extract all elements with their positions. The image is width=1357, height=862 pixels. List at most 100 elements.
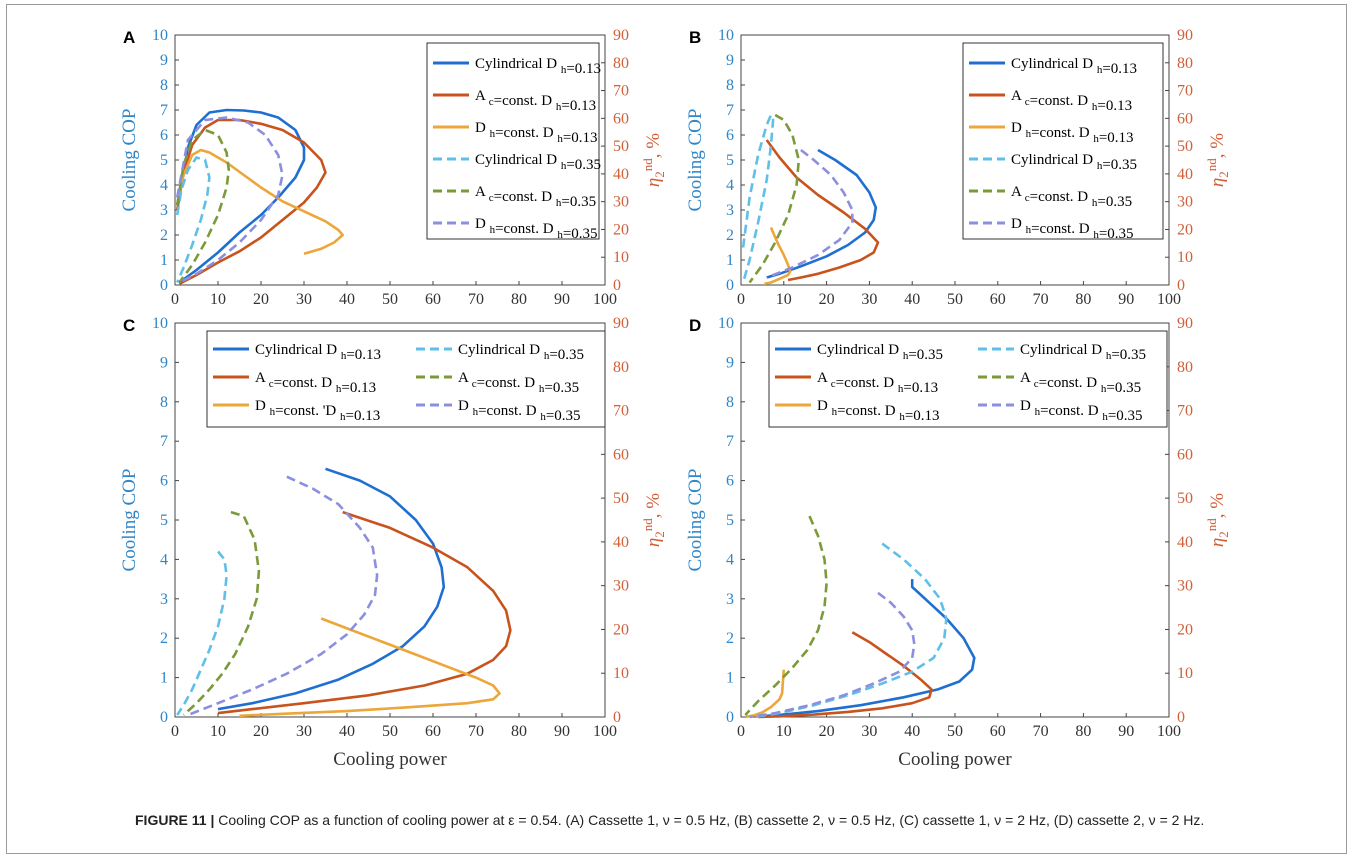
y2-tick-label: 40 [613, 166, 629, 183]
series-line-lightblue-dashed [175, 156, 211, 284]
y-tick-label: 4 [726, 177, 734, 194]
series-line-orange-solid [177, 148, 345, 256]
y-tick-label: 9 [726, 52, 734, 69]
y-tick-label: 5 [160, 152, 168, 169]
x-tick-label: 80 [1075, 723, 1091, 740]
x-tick-label: 0 [171, 723, 179, 740]
legend-label: Cylindrical D h=0.13 [475, 56, 601, 77]
series-line-red-solid [175, 118, 327, 285]
y2-tick-label: 30 [613, 578, 629, 595]
series-line-orange-solid [239, 617, 501, 718]
y2-tick-label: 40 [1177, 166, 1193, 183]
series-line-purple-dashed [749, 591, 916, 719]
y-tick-label: 0 [726, 277, 734, 294]
y-tick-label: 1 [160, 252, 168, 269]
y-tick-label: 3 [726, 202, 734, 219]
series-line-green-dashed [744, 515, 828, 716]
x-tick-label: 10 [210, 291, 226, 308]
y2-tick-label: 20 [613, 621, 629, 638]
y-tick-label: 1 [726, 670, 734, 687]
y-tick-label: 2 [160, 630, 168, 647]
y2-tick-label: 80 [1177, 55, 1193, 72]
y-tick-label: 8 [726, 77, 734, 94]
x-tick-label: 50 [947, 723, 963, 740]
x-tick-label: 80 [511, 291, 527, 308]
legend-label: Cylindrical D h=0.35 [475, 152, 601, 173]
legend: Cylindrical D h=0.13A c=const. D h=0.13D… [206, 330, 606, 428]
x-tick-label: 0 [737, 291, 745, 308]
panel-letter: D [689, 316, 701, 335]
legend-label: D h=const. D h=0.13 [1011, 120, 1134, 146]
y-tick-label: 9 [726, 354, 734, 371]
x-tick-label: 70 [1033, 291, 1049, 308]
y2-tick-label: 90 [613, 27, 629, 44]
y2-tick-label: 0 [1177, 709, 1185, 726]
x-tick-label: 90 [1118, 723, 1134, 740]
x-tick-label: 90 [554, 723, 570, 740]
x-tick-label: 40 [904, 723, 920, 740]
y2-tick-label: 10 [1177, 249, 1193, 266]
x-tick-label: 70 [468, 723, 484, 740]
series-line-blue-solid [762, 579, 976, 718]
series-line-red-solid [758, 631, 933, 719]
x-tick-label: 20 [819, 723, 835, 740]
y2-tick-label: 60 [613, 110, 629, 127]
legend-label: Cylindrical D h=0.35 [458, 342, 584, 363]
figure-frame: A 0 1 2 3 4 5 6 7 8 9 10 0 10 20 30 40 50 60 70 80 90 0 10 20 30 4… [6, 4, 1347, 854]
y-tick-label: 4 [160, 177, 168, 194]
series-line-purple-dashed [766, 148, 854, 279]
legend: Cylindrical D h=0.35 A c=const. D h=0.13D… [768, 330, 1168, 428]
y-tick-label: 0 [160, 709, 168, 726]
y-tick-label: 6 [160, 473, 168, 490]
series-line-lightblue-dashed [176, 550, 228, 716]
y-tick-label: 5 [726, 512, 734, 529]
panel-letter: A [123, 28, 135, 47]
y2-tick-label: 0 [1177, 277, 1185, 294]
y2-tick-label: 60 [613, 446, 629, 463]
y2-axis-label: η2nd, % [640, 133, 667, 187]
y2-tick-label: 40 [1177, 534, 1193, 551]
legend-label: A c=const. D h=0.13 [817, 370, 938, 396]
legend-label: Cylindrical D h=0.35 [1011, 152, 1137, 173]
y2-tick-label: 0 [613, 709, 621, 726]
y-tick-label: 4 [160, 551, 168, 568]
x-tick-label: 70 [468, 291, 484, 308]
x-tick-label: 30 [296, 291, 312, 308]
y2-tick-label: 90 [1177, 315, 1193, 332]
x-tick-label: 40 [339, 723, 355, 740]
y2-axis-label: η2nd, % [640, 493, 667, 547]
legend: Cylindrical D h=0.13A c=const. D h=0.13D… [962, 42, 1164, 242]
y2-tick-label: 50 [1177, 490, 1193, 507]
legend-label: D h=const. D h=0.13 [475, 120, 598, 146]
legend-label: Cylindrical D h=0.35 [817, 342, 943, 363]
series-line-blue-solid [766, 148, 878, 279]
y-tick-label: 10 [152, 315, 168, 332]
y2-tick-label: 80 [1177, 359, 1193, 376]
legend-label: A c=const. D h=0.13 [475, 88, 596, 114]
x-axis-label: Cooling power [333, 749, 447, 770]
y-tick-label: 0 [160, 277, 168, 294]
y-tick-label: 3 [160, 202, 168, 219]
y-tick-label: 5 [726, 152, 734, 169]
series-line-green-dashed [182, 510, 261, 716]
legend-label: A c=const. D h=0.13 [255, 370, 376, 396]
x-tick-label: 10 [776, 723, 792, 740]
series-line-orange-solid [764, 226, 792, 286]
y2-tick-label: 10 [613, 665, 629, 682]
x-tick-label: 90 [1118, 291, 1134, 308]
legend-label: Cylindrical D h=0.13 [255, 342, 381, 363]
y-tick-label: 7 [160, 102, 168, 119]
y-tick-label: 2 [726, 227, 734, 244]
legend-label: D h=const. D h=0.13 [817, 398, 940, 424]
y-tick-label: 8 [726, 394, 734, 411]
y-axis-label: Cooling COP [685, 109, 706, 212]
y2-tick-label: 80 [613, 55, 629, 72]
series-line-lightblue-dashed [741, 113, 775, 283]
x-tick-label: 30 [861, 723, 877, 740]
y2-tick-label: 50 [613, 490, 629, 507]
x-tick-label: 30 [861, 291, 877, 308]
